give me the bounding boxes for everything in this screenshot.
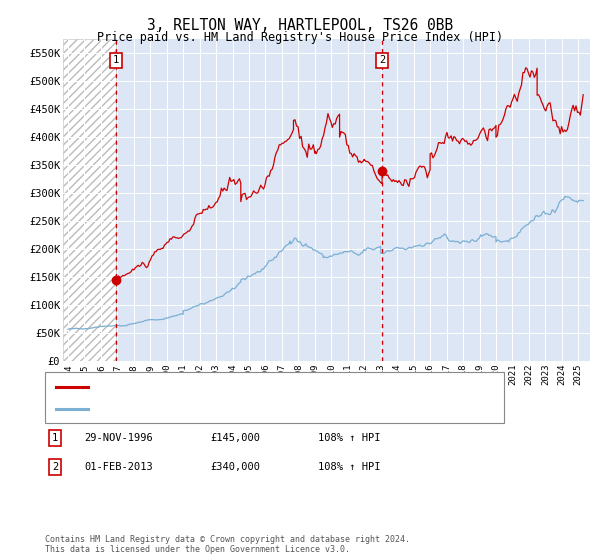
- Text: 2: 2: [52, 462, 58, 472]
- Text: 1: 1: [113, 55, 119, 65]
- Text: 3, RELTON WAY, HARTLEPOOL, TS26 0BB: 3, RELTON WAY, HARTLEPOOL, TS26 0BB: [147, 18, 453, 33]
- Bar: [63, 39, 116, 361]
- Text: 01-FEB-2013: 01-FEB-2013: [84, 462, 153, 472]
- Text: 3, RELTON WAY, HARTLEPOOL, TS26 0BB (detached house): 3, RELTON WAY, HARTLEPOOL, TS26 0BB (det…: [94, 381, 400, 391]
- Text: £340,000: £340,000: [210, 462, 260, 472]
- Text: 1: 1: [52, 433, 58, 443]
- Bar: [63, 39, 116, 361]
- Text: 29-NOV-1996: 29-NOV-1996: [84, 433, 153, 443]
- Text: 108% ↑ HPI: 108% ↑ HPI: [318, 462, 380, 472]
- Text: Contains HM Land Registry data © Crown copyright and database right 2024.
This d: Contains HM Land Registry data © Crown c…: [45, 535, 410, 554]
- Text: 108% ↑ HPI: 108% ↑ HPI: [318, 433, 380, 443]
- Text: 2: 2: [379, 55, 385, 65]
- Text: HPI: Average price, detached house, Hartlepool: HPI: Average price, detached house, Hart…: [94, 404, 364, 414]
- Text: £145,000: £145,000: [210, 433, 260, 443]
- Text: Price paid vs. HM Land Registry's House Price Index (HPI): Price paid vs. HM Land Registry's House …: [97, 31, 503, 44]
